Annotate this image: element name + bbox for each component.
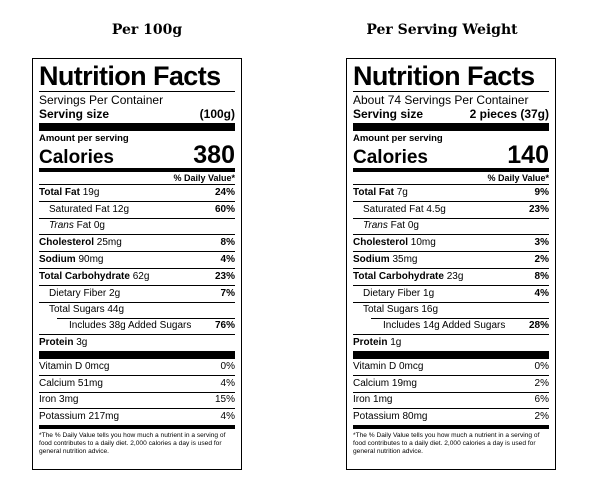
nutrient-row-total-sugars: Total Sugars 16g <box>353 301 549 319</box>
nutrient-row-trans-fat: Trans Fat 0g <box>39 217 235 235</box>
calories-row: Calories 380 <box>39 141 235 169</box>
nutrition-label-per-serving: Nutrition Facts About 74 Servings Per Co… <box>346 58 556 470</box>
nutrient-row-total-carbohydrate: Total Carbohydrate 23g 8% <box>353 267 549 285</box>
nutrient-row-protein: Protein 3g <box>39 334 235 351</box>
daily-value-footnote: *The % Daily Value tells you how much a … <box>39 432 226 456</box>
nutrient-row-protein: Protein 1g <box>353 334 549 351</box>
nutrient-row-saturated-fat: Saturated Fat 4.5g 23% <box>353 200 549 218</box>
column-title-per-serving-weight: Per Serving Weight <box>366 22 518 38</box>
nutrient-row-added-sugars: Includes 14g Added Sugars 28% <box>353 318 549 334</box>
daily-value-header: % Daily Value* <box>173 173 235 183</box>
nutrient-row-vitamin-d: Vitamin D 0mcg 0% <box>39 360 235 372</box>
column-title-per-100g: Per 100g <box>111 22 183 38</box>
nutrient-row-calcium: Calcium 51mg 4% <box>39 374 235 392</box>
calories-label: Calories <box>39 147 114 168</box>
nutrient-row-total-carbohydrate: Total Carbohydrate 62g 23% <box>39 267 235 285</box>
daily-value-footnote: *The % Daily Value tells you how much a … <box>353 432 540 456</box>
serving-size-row: Serving size (100g) <box>39 107 235 123</box>
serving-size-label: Serving size <box>353 107 424 121</box>
nutrient-row-potassium: Potassium 80mg 2% <box>353 408 549 425</box>
calories-value: 140 <box>507 141 549 169</box>
nutrient-row-iron: Iron 3mg 15% <box>39 391 235 409</box>
serving-size-value: 2 pieces (37g) <box>469 107 549 121</box>
calories-row: Calories 140 <box>353 141 549 169</box>
nutrition-facts-title: Nutrition Facts <box>353 61 535 91</box>
serving-size-label: Serving size <box>39 107 110 121</box>
nutrient-row-added-sugars: Includes 38g Added Sugars 76% <box>39 318 235 334</box>
calories-value: 380 <box>193 141 235 169</box>
nutrient-row-vitamin-d: Vitamin D 0mcg 0% <box>353 360 549 372</box>
nutrient-row-total-fat: Total Fat 19g 24% <box>39 184 235 201</box>
nutrient-row-sodium: Sodium 35mg 2% <box>353 251 549 268</box>
nutrient-row-total-sugars: Total Sugars 44g <box>39 301 235 319</box>
nutrition-facts-title: Nutrition Facts <box>39 61 221 91</box>
nutrient-row-saturated-fat: Saturated Fat 12g 60% <box>39 200 235 218</box>
servings-per-container: Servings Per Container <box>39 93 164 107</box>
nutrition-label-per-100g: Nutrition Facts Servings Per Container S… <box>32 58 242 470</box>
calories-label: Calories <box>353 147 428 168</box>
serving-size-value: (100g) <box>199 107 235 121</box>
nutrient-row-iron: Iron 1mg 6% <box>353 391 549 409</box>
nutrient-row-total-fat: Total Fat 7g 9% <box>353 184 549 201</box>
nutrient-row-dietary-fiber: Dietary Fiber 2g 7% <box>39 284 235 302</box>
servings-per-container: About 74 Servings Per Container <box>353 93 529 107</box>
nutrient-row-calcium: Calcium 19mg 2% <box>353 374 549 392</box>
nutrient-row-trans-fat: Trans Fat 0g <box>353 217 549 235</box>
nutrient-row-potassium: Potassium 217mg 4% <box>39 408 235 425</box>
nutrient-row-cholesterol: Cholesterol 25mg 8% <box>39 234 235 251</box>
amount-per-serving: Amount per serving <box>353 133 443 144</box>
amount-per-serving: Amount per serving <box>39 133 129 144</box>
nutrient-row-dietary-fiber: Dietary Fiber 1g 4% <box>353 284 549 302</box>
nutrient-row-sodium: Sodium 90mg 4% <box>39 251 235 268</box>
daily-value-header: % Daily Value* <box>487 173 549 183</box>
nutrient-row-cholesterol: Cholesterol 10mg 3% <box>353 234 549 251</box>
serving-size-row: Serving size 2 pieces (37g) <box>353 107 549 123</box>
